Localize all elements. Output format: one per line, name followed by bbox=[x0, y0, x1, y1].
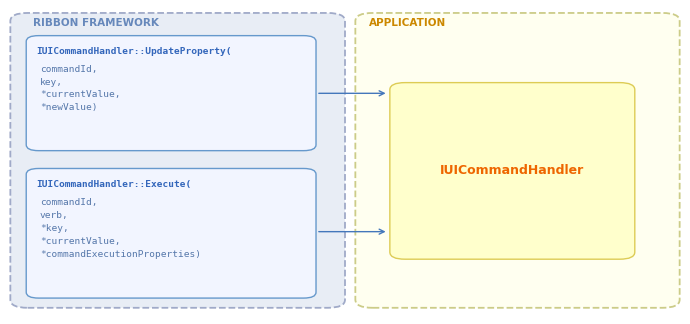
FancyBboxPatch shape bbox=[10, 13, 345, 308]
Text: commandId,
verb,
*key,
*currentValue,
*commandExecutionProperties): commandId, verb, *key, *currentValue, *c… bbox=[40, 198, 201, 259]
FancyBboxPatch shape bbox=[26, 168, 316, 298]
FancyBboxPatch shape bbox=[390, 83, 635, 259]
Text: IUICommandHandler::Execute(: IUICommandHandler::Execute( bbox=[36, 180, 191, 189]
FancyBboxPatch shape bbox=[26, 36, 316, 151]
FancyBboxPatch shape bbox=[355, 13, 680, 308]
Text: IUICommandHandler::UpdateProperty(: IUICommandHandler::UpdateProperty( bbox=[36, 47, 231, 56]
Text: commandId,
key,
*currentValue,
*newValue): commandId, key, *currentValue, *newValue… bbox=[40, 65, 121, 112]
Text: APPLICATION: APPLICATION bbox=[369, 17, 446, 28]
Text: RIBBON FRAMEWORK: RIBBON FRAMEWORK bbox=[33, 17, 159, 28]
Text: IUICommandHandler: IUICommandHandler bbox=[440, 164, 584, 177]
